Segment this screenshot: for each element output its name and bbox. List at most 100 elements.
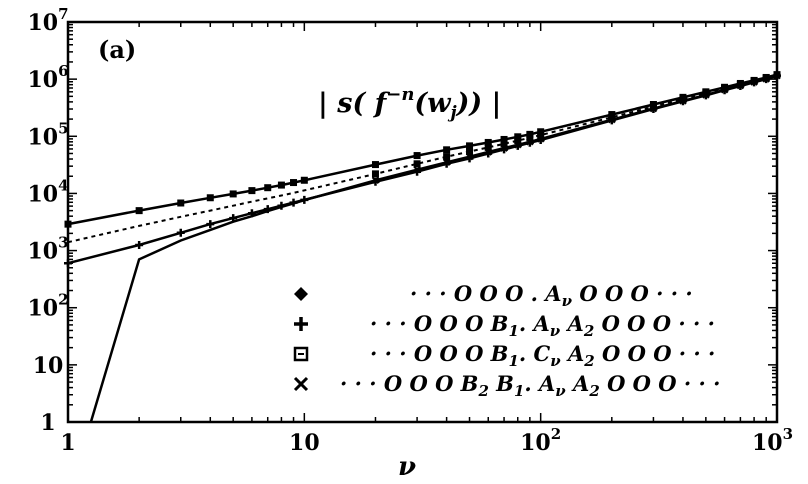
data-point	[514, 133, 522, 141]
y-tick-label-base: 10	[27, 239, 58, 265]
legend-text-part: · · ·	[370, 311, 414, 336]
y-tick-label: 107	[27, 5, 68, 36]
legend-label: · · · O O O B2 B1. Aν A2 O O O · · ·	[340, 371, 720, 400]
data-point	[443, 146, 451, 154]
legend-text-part: O O O	[572, 281, 650, 306]
y-tick-label-base: 10	[27, 181, 58, 207]
y-tick-label: 1	[40, 410, 55, 436]
data-point	[608, 116, 616, 124]
series-line	[67, 74, 778, 244]
data-point	[608, 113, 616, 121]
data-point	[514, 137, 522, 145]
data-point	[413, 160, 421, 168]
y-tick-label-base: 10	[27, 67, 58, 93]
legend-subscript: 2	[588, 382, 599, 400]
legend-subscript: 1	[508, 352, 518, 370]
data-point	[64, 259, 72, 268]
data-point	[526, 138, 534, 146]
x-axis-label: ν	[398, 452, 416, 482]
data-point	[702, 91, 710, 99]
data-point	[484, 143, 492, 151]
formula-rest: (w	[414, 88, 452, 119]
legend: · · · O O O . Aν O O O · · ·· · · O O O …	[293, 281, 720, 400]
y-tick-label-base: 10	[27, 296, 58, 322]
panel-label: (a)	[98, 35, 136, 64]
data-point	[484, 138, 492, 146]
y-tick-label: 105	[27, 119, 68, 150]
data-point	[64, 220, 72, 228]
data-point	[229, 190, 237, 198]
data-point	[465, 152, 474, 161]
data-point	[371, 170, 379, 178]
legend-marker-diamond	[294, 287, 308, 301]
data-point	[702, 89, 710, 97]
legend-text-part: O O O B	[414, 311, 509, 336]
legend-marker-square	[293, 346, 309, 362]
legend-subscript: 2	[583, 322, 594, 340]
data-point	[773, 71, 781, 80]
legend-text-part: O O O	[600, 371, 678, 396]
y-tick-label-exponent: 6	[58, 62, 68, 80]
legend-text-part: · · ·	[677, 371, 721, 396]
legend-subscript: 2	[583, 352, 594, 370]
legend-text-part: O O O	[595, 341, 673, 366]
formula-paren-open: (	[352, 88, 374, 119]
data-point	[135, 241, 144, 250]
series-x	[89, 71, 781, 423]
y-tick-label-exponent: 4	[58, 176, 68, 194]
legend-text-part: · · ·	[370, 341, 414, 366]
legend-text-part: O O O	[594, 311, 672, 336]
data-point	[762, 75, 770, 83]
data-point	[206, 194, 214, 202]
x-tick-label-exponent: 3	[783, 425, 793, 443]
data-point	[371, 161, 379, 169]
data-point	[466, 142, 474, 150]
data-point	[721, 84, 729, 92]
y-tick-label: 103	[27, 234, 68, 265]
formula-annotation: | s( f−n(wj)) |	[318, 84, 501, 123]
legend-text-part: . A	[524, 371, 555, 396]
legend-subscript: ν	[550, 322, 561, 340]
legend-subscript: 1	[508, 322, 518, 340]
axis-ticks	[67, 22, 777, 423]
svg-text:| s( f−n(wj)) |: | s( f−n(wj)) |	[318, 84, 501, 123]
data-point	[264, 184, 272, 192]
legend-text-part: · · ·	[672, 341, 716, 366]
y-tick-label: 10	[33, 353, 64, 379]
y-tick-label: 106	[27, 62, 68, 93]
legend-text-part: . C	[519, 341, 551, 366]
data-point	[290, 179, 298, 187]
data-point	[514, 141, 522, 149]
data-point	[526, 134, 534, 142]
formula-bar-left: |	[318, 88, 337, 119]
y-tick-label-exponent: 2	[58, 291, 68, 309]
data-point	[443, 153, 451, 161]
data-point	[500, 140, 508, 148]
data-point	[720, 86, 729, 94]
legend-entry: · · · O O O . Aν O O O · · ·	[294, 281, 693, 310]
y-tick-label-exponent: 7	[58, 5, 68, 23]
data-point	[736, 81, 745, 90]
legend-text-part: A	[566, 371, 590, 396]
series-layer	[64, 71, 781, 423]
y-tick-label-base: 10	[33, 353, 64, 379]
x-tick-label-base: 10	[289, 430, 320, 456]
data-point	[135, 207, 143, 215]
data-point	[649, 103, 657, 111]
x-tick-label-base: 10	[520, 430, 551, 456]
legend-entry: · · · O O O B2 B1. Aν A2 O O O · · ·	[293, 371, 720, 400]
y-tick-label-exponent: 3	[58, 234, 68, 252]
data-point	[679, 97, 687, 105]
data-point	[300, 176, 308, 184]
formula-s: s	[336, 88, 352, 119]
legend-subscript: 2	[477, 382, 488, 400]
data-point	[750, 78, 758, 86]
x-tick-label-base: 1	[60, 430, 75, 456]
x-tick-label: 10	[289, 430, 320, 456]
legend-label: · · · O O O B1. Cν A2 O O O · · ·	[370, 341, 715, 370]
data-point	[484, 148, 492, 156]
formula-close: )) |	[455, 88, 502, 119]
data-point	[413, 152, 421, 160]
